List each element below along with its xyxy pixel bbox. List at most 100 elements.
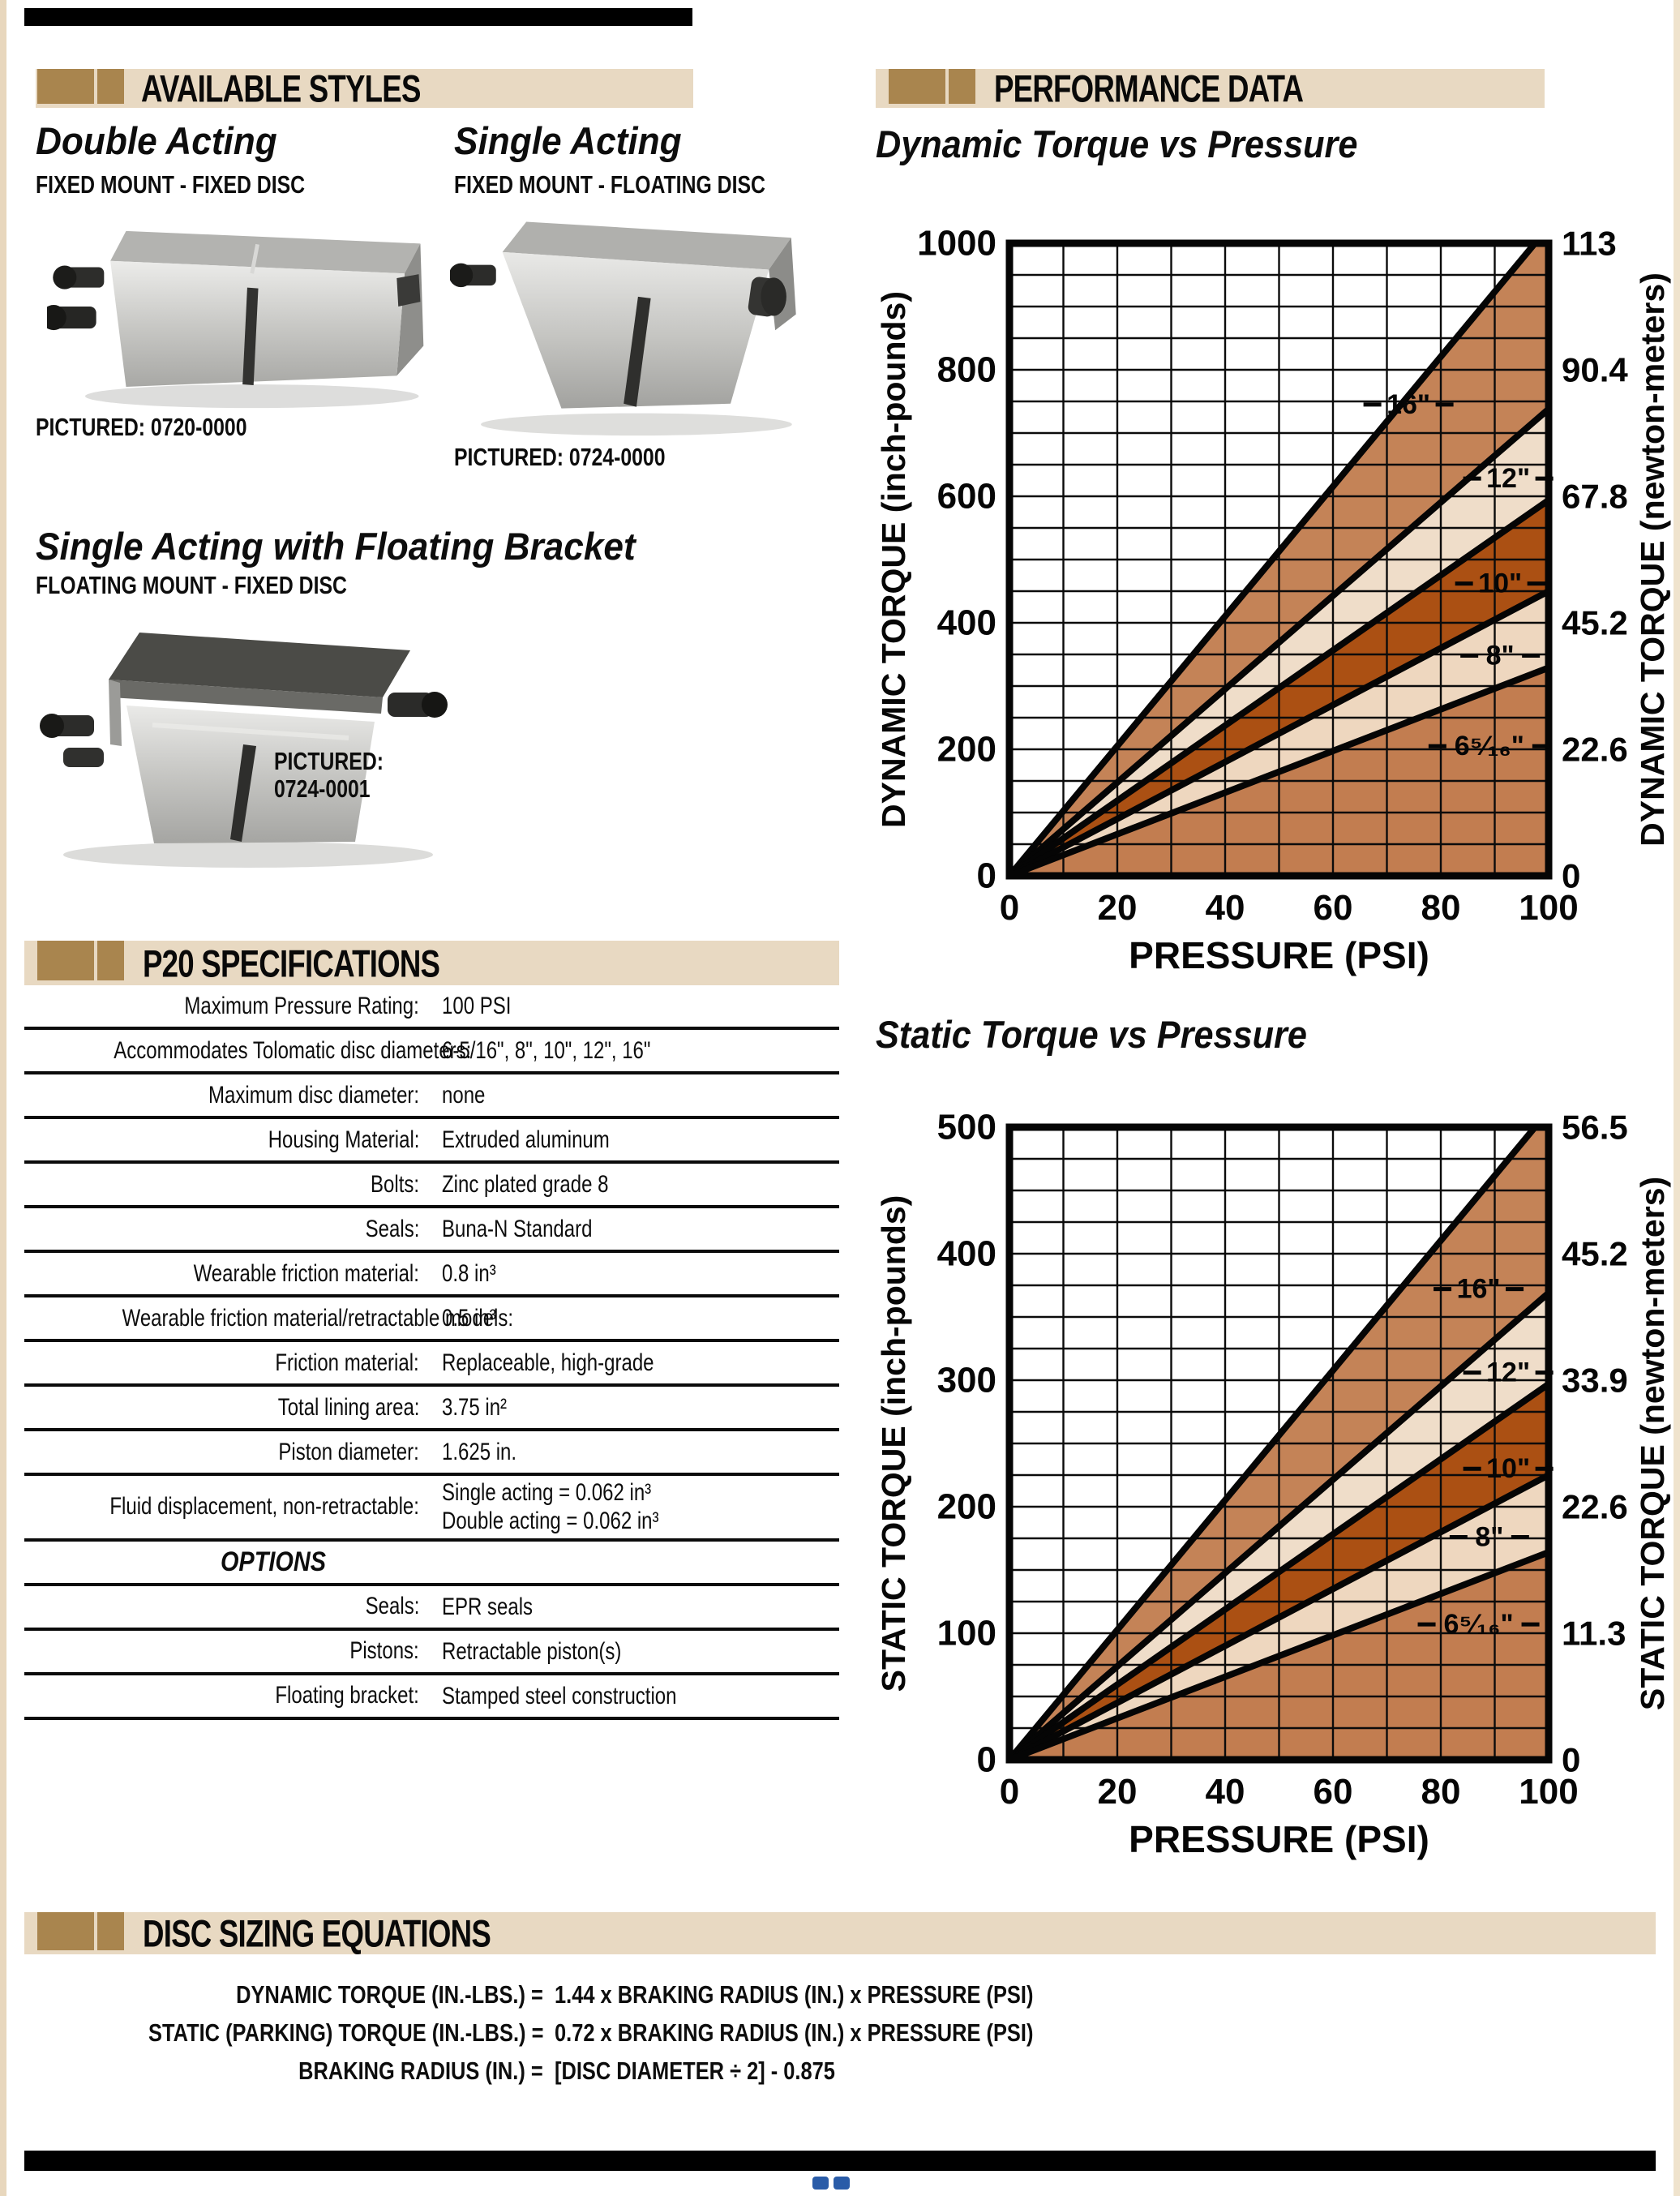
equation-lhs: DYNAMIC TORQUE (IN.-LBS.) = [24,1980,543,2009]
header-square-icon [949,69,975,104]
header-square-icon [889,69,945,104]
svg-text:90.4: 90.4 [1562,351,1628,389]
svg-text:16": 16" [1457,1274,1501,1305]
spec-value-text: none [442,1081,486,1109]
equation-rhs-text: 1.44 x BRAKING RADIUS (IN.) x PRESSURE (… [555,1979,1034,2009]
spec-row: Floating bracket: Stamped steel construct… [24,1675,839,1720]
spec-value: 3.75 in² [419,1393,839,1422]
product-title-double-acting: Double Acting [36,118,293,163]
section-title-text: DISC SIZING EQUATIONS [143,1911,491,1955]
spec-label: Maximum Pressure Rating: [24,993,419,1020]
spec-row: Wearable friction material/retractable m… [24,1297,839,1342]
bottom-rule-bar [24,2151,1656,2171]
equation-lhs: STATIC (PARKING) TORQUE (IN.-LBS.) = [24,2018,543,2048]
spec-row: Maximum Pressure Rating: 100 PSI [24,985,839,1030]
spec-row: Fluid displacement, non-retractable: Sing… [24,1476,839,1542]
svg-text:0: 0 [1562,1741,1580,1779]
chart-title-dynamic: Dynamic Torque vs Pressure [876,122,1399,166]
product-subtitle: FIXED MOUNT - FIXED DISC [36,170,372,199]
svg-text:11.3: 11.3 [1562,1615,1626,1653]
spec-value-text: 1.625 in. [442,1438,517,1465]
equation-row: STATIC (PARKING) TORQUE (IN.-LBS.) = 0.7… [24,2014,1159,2052]
chart-title-static: Static Torque vs Pressure [876,1012,1344,1057]
section-title: DISC SIZING EQUATIONS [143,1911,589,1956]
svg-text:40: 40 [1206,1772,1245,1812]
product-photo-floating-bracket [40,633,448,868]
svg-text:300: 300 [937,1361,996,1400]
spec-value: Replaceable, high-grade [419,1349,839,1377]
spec-row: Pistons: Retractable piston(s) [24,1631,839,1675]
specifications-table: Maximum Pressure Rating: 100 PSI Accommoda… [24,985,839,1720]
header-square-icon [37,1912,94,1950]
svg-text:0: 0 [977,856,996,896]
chart-title-text: Static Torque vs Pressure [876,1013,1307,1056]
section-header-performance-data: PERFORMANCE DATA [876,66,1545,111]
svg-text:113: 113 [1562,225,1617,263]
product-subtitle: FLOATING MOUNT - FIXED DISC [36,571,425,600]
section-header-disc-sizing: DISC SIZING EQUATIONS [24,1911,1656,1956]
spec-value-text: EPR seals [442,1593,534,1620]
section-title: P20 SPECIFICATIONS [143,941,524,985]
spec-label: Accommodates Tolomatic disc diameters: [24,1037,471,1065]
spec-value: 1.625 in. [419,1438,839,1466]
spec-row: Bolts: Zinc plated grade 8 [24,1164,839,1208]
equation-row: DYNAMIC TORQUE (IN.-LBS.) = 1.44 x BRAKI… [24,1975,1159,2014]
svg-text:PRESSURE (PSI): PRESSURE (PSI) [1129,1818,1429,1860]
product-title-text: Double Acting [36,119,277,162]
svg-text:200: 200 [937,730,996,770]
footer-brand-mark [812,2177,850,2190]
spec-value: Retractable piston(s) [419,1637,839,1666]
section-header-available-styles: AVAILABLE STYLES [36,67,693,110]
product-subtitle-text: FLOATING MOUNT - FIXED DISC [36,571,347,599]
footer-mark-dot [834,2177,850,2190]
spec-label: Piston diameter: [24,1439,419,1466]
spec-label: Bolts: [24,1171,419,1199]
spec-label-text: OPTIONS [220,1546,326,1577]
spec-row: Piston diameter: 1.625 in. [24,1431,839,1476]
svg-text:8": 8" [1486,641,1515,671]
svg-text:DYNAMIC TORQUE (inch-pounds): DYNAMIC TORQUE (inch-pounds) [875,291,912,828]
spec-label-text: Friction material: [275,1349,419,1376]
spec-value: Zinc plated grade 8 [419,1170,839,1199]
spec-label-text: Maximum disc diameter: [208,1081,419,1109]
section-title: PERFORMANCE DATA [994,66,1391,111]
spec-value-text: Zinc plated grade 8 [442,1170,609,1198]
section-header-specifications: P20 SPECIFICATIONS [24,941,839,985]
spec-row: Seals: EPR seals [24,1586,839,1631]
svg-text:20: 20 [1098,1772,1138,1812]
spec-label: OPTIONS [24,1546,419,1578]
footer-mark-dot [812,2177,829,2190]
chart-title-text: Dynamic Torque vs Pressure [876,122,1358,165]
svg-text:600: 600 [937,477,996,517]
svg-text:16": 16" [1386,389,1430,420]
svg-text:22.6: 22.6 [1562,731,1628,769]
svg-text:45.2: 45.2 [1562,1235,1628,1273]
section-title-text: PERFORMANCE DATA [994,66,1304,110]
spec-label-text: Maximum Pressure Rating: [184,992,419,1019]
spec-label: Housing Material: [24,1126,419,1154]
product-caption-text: PICTURED: 0724-0000 [454,443,666,471]
svg-text:400: 400 [937,603,996,643]
spec-label: Maximum disc diameter: [24,1082,419,1109]
spec-value-text: Single acting = 0.062 in³ Double acting … [442,1479,659,1535]
svg-text:STATIC TORQUE (newton-meters): STATIC TORQUE (newton-meters) [1634,1177,1671,1710]
svg-text:STATIC TORQUE (inch-pounds): STATIC TORQUE (inch-pounds) [875,1195,912,1692]
equation-row: BRAKING RADIUS (IN.) = [DISC DIAMETER ÷ … [24,2052,1159,2090]
right-edge-strip [1674,0,1680,2196]
spec-label-text: Wearable friction material: [193,1259,419,1287]
equation-lhs-text: DYNAMIC TORQUE (IN.-LBS.) = [236,1979,543,2009]
svg-text:0: 0 [1000,888,1019,928]
svg-text:56.5: 56.5 [1562,1109,1628,1147]
svg-text:40: 40 [1206,888,1245,928]
spec-value: 6-5/16", 8", 10", 12", 16" [419,1036,839,1065]
svg-text:0: 0 [1000,1772,1019,1812]
equation-rhs: [DISC DIAMETER ÷ 2] - 0.875 [555,2057,1159,2086]
header-square-icon [37,941,94,980]
svg-text:500: 500 [937,1108,996,1147]
spec-label: Friction material: [24,1349,419,1377]
svg-text:80: 80 [1421,1772,1461,1812]
spec-label: Seals: [24,1216,419,1243]
svg-text:67.8: 67.8 [1562,478,1628,516]
